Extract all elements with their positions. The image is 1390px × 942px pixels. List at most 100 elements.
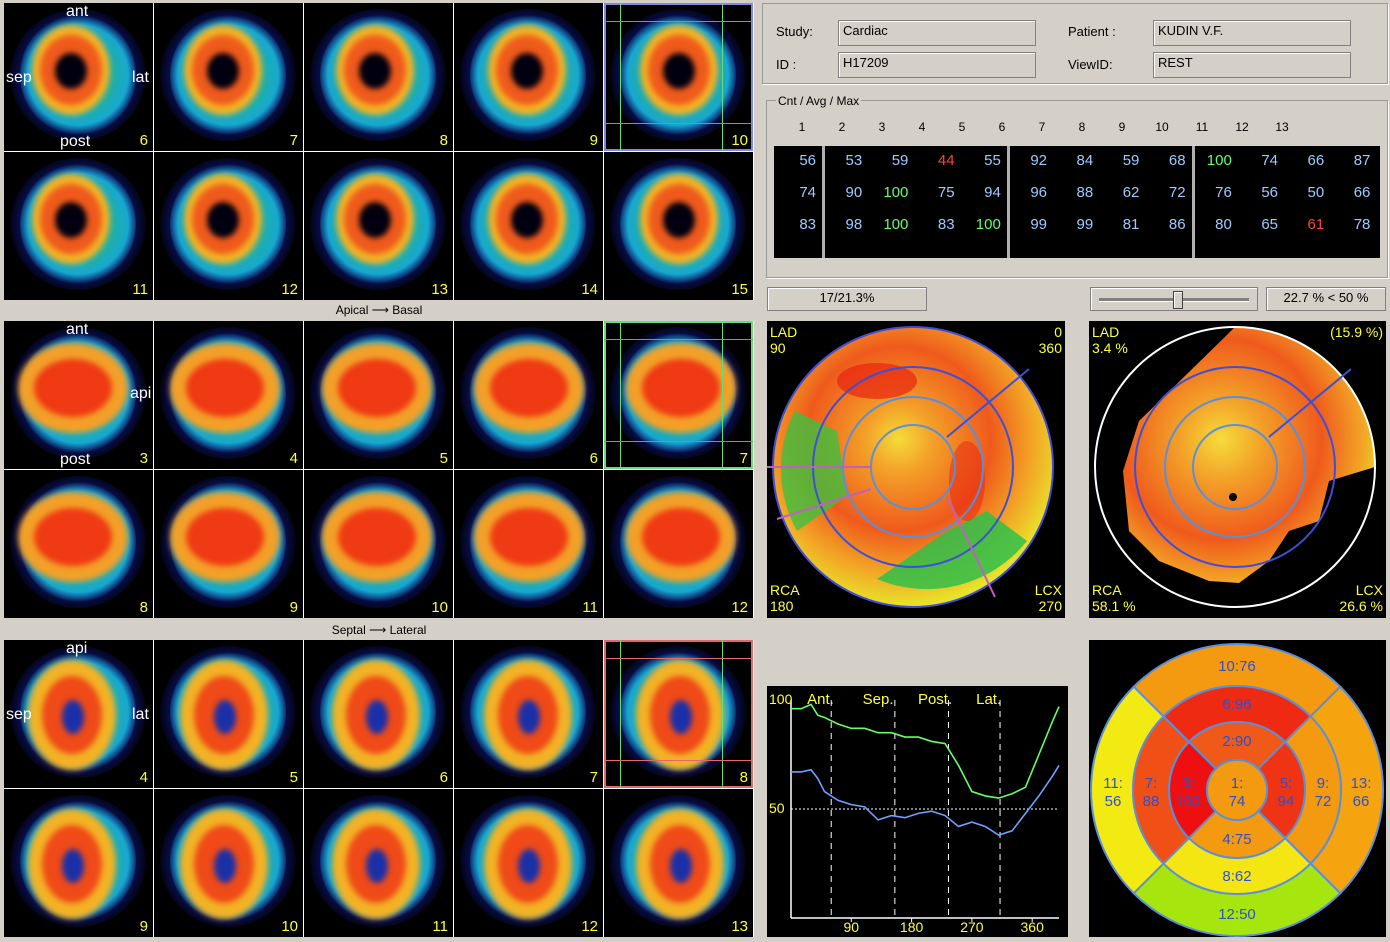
tracer-uptake (670, 700, 692, 734)
stats-cell: 81 (1122, 216, 1140, 233)
slice-tile[interactable]: 10 (154, 789, 303, 937)
orientation-bottom: post (60, 133, 91, 150)
patient-field[interactable]: KUDIN V.F. (1153, 20, 1351, 46)
stats-cell: 65 (1261, 216, 1278, 233)
patient-label: Patient : (1068, 24, 1116, 39)
slider-thumb[interactable] (1172, 291, 1183, 309)
crosshair-line (722, 640, 723, 788)
stats-cell: 78 (1353, 216, 1371, 233)
threshold-slider[interactable] (1090, 287, 1258, 311)
slice-tile[interactable]: 3 ant api post (4, 321, 153, 469)
slice-number: 9 (589, 132, 598, 149)
slice-tile[interactable]: 11 (454, 470, 603, 618)
slice-tile[interactable]: 11 (304, 789, 453, 937)
x-tick-label: 360 (1021, 919, 1045, 935)
crosshair-line (620, 640, 621, 788)
slice-tile[interactable]: 10 (604, 3, 753, 151)
slice-number: 15 (731, 281, 748, 298)
slice-tile[interactable]: 8 (304, 3, 453, 151)
defect-map-pane: LAD 3.4 % (15.9 %) RCA 58.1 % LCX 26.6 % (1089, 321, 1386, 618)
stats-cell: 80 (1215, 216, 1232, 233)
slice-number: 7 (589, 769, 598, 786)
tracer-uptake (518, 849, 540, 883)
slice-tile[interactable]: 13 (304, 152, 453, 300)
stats-cell: 84 (1076, 152, 1094, 169)
slice-tile[interactable]: 9 (154, 470, 303, 618)
slice-number: 6 (589, 450, 598, 467)
stats-separator (822, 146, 825, 258)
slice-tile[interactable]: 4 (154, 321, 303, 469)
slice-tile[interactable]: 5 (304, 321, 453, 469)
id-field[interactable]: H17209 (838, 52, 1036, 78)
slice-tile[interactable]: 6 (454, 321, 603, 469)
slice-number: 10 (731, 132, 748, 149)
slice-tile[interactable]: 7 (604, 321, 753, 469)
tracer-uptake (55, 202, 87, 238)
horizontal-long-axis-grid: 4 api sep lat 5 6 7 8 9 10 11 12 13 (4, 640, 754, 937)
short-axis-grid: 6 ant sep lat post 7 8 9 10 11 12 13 14 15 (4, 3, 754, 300)
slice-number: 11 (432, 918, 448, 935)
slice-tile[interactable]: 4 api sep lat (4, 640, 153, 788)
profile-chart-pane: Ant. Sep. Post. Lat. 100 50 90 180 270 360 (767, 686, 1068, 937)
slice-tile[interactable]: 12 (454, 789, 603, 937)
slice-tile[interactable]: 9 (454, 3, 603, 151)
slice-tile[interactable]: 6 (304, 640, 453, 788)
threshold-field: 22.7 % < 50 % (1266, 287, 1386, 311)
slice-tile[interactable]: 13 (604, 789, 753, 937)
stats-cell: 53 (845, 152, 863, 169)
tracer-uptake (338, 359, 416, 417)
orientation-left: sep (6, 706, 32, 723)
viewid-field[interactable]: REST (1153, 52, 1351, 78)
count-percent-field: 17/21.3% (767, 287, 927, 311)
stats-column-header: 1 (798, 120, 806, 134)
slice-number: 13 (731, 918, 748, 935)
crosshair-line (604, 21, 753, 22)
slice-number: 4 (139, 769, 148, 786)
slice-tile[interactable]: 12 (604, 470, 753, 618)
slice-tile[interactable]: 6 ant sep lat post (4, 3, 153, 151)
slice-tile[interactable]: 8 (4, 470, 153, 618)
stats-separator (1007, 146, 1010, 258)
crosshair-line (620, 3, 621, 151)
tracer-uptake (186, 508, 264, 566)
slice-tile[interactable]: 11 (4, 152, 153, 300)
slice-tile[interactable]: 12 (154, 152, 303, 300)
section-label: Post. (918, 691, 952, 708)
slice-tile[interactable]: 14 (454, 152, 603, 300)
slice-number: 3 (139, 450, 148, 467)
study-field[interactable]: Cardiac (838, 20, 1036, 46)
slice-tile[interactable]: 10 (304, 470, 453, 618)
stats-cell: 55 (984, 152, 1001, 169)
slice-number: 8 (139, 599, 148, 616)
crosshair-line (604, 441, 753, 442)
polar-bl: RCA 180 (770, 582, 800, 614)
stats-column-header: 12 (1235, 120, 1249, 134)
segment-label: 6:96 (1222, 696, 1251, 713)
slice-tile[interactable]: 7 (454, 640, 603, 788)
slice-tile[interactable]: 5 (154, 640, 303, 788)
section-label: Sep. (863, 691, 894, 708)
orientation-left: sep (6, 69, 32, 86)
tracer-uptake (490, 359, 568, 417)
slice-number: 9 (139, 918, 148, 935)
slice-number: 5 (289, 769, 298, 786)
stats-cell: 72 (1168, 184, 1186, 201)
segment-label: 2:90 (1222, 733, 1251, 750)
slice-tile[interactable]: 7 (154, 3, 303, 151)
crosshair-line (604, 339, 753, 340)
slice-tile[interactable]: 8 (604, 640, 753, 788)
tracer-uptake (511, 202, 543, 238)
stats-cell: 92 (1030, 152, 1047, 169)
crosshair-line (722, 321, 723, 469)
polar-tl: LAD 90 (770, 324, 798, 356)
id-label: ID : (776, 57, 797, 72)
stats-cell: 99 (1030, 216, 1047, 233)
stats-cell: 56 (1261, 184, 1278, 201)
stats-column-header: 6 (998, 120, 1006, 134)
tracer-uptake (214, 700, 236, 734)
slice-tile[interactable]: 9 (4, 789, 153, 937)
stats-separator (1192, 146, 1195, 258)
slice-number: 11 (582, 599, 598, 616)
slice-tile[interactable]: 15 (604, 152, 753, 300)
segment-label: 13: 66 (1351, 775, 1372, 810)
